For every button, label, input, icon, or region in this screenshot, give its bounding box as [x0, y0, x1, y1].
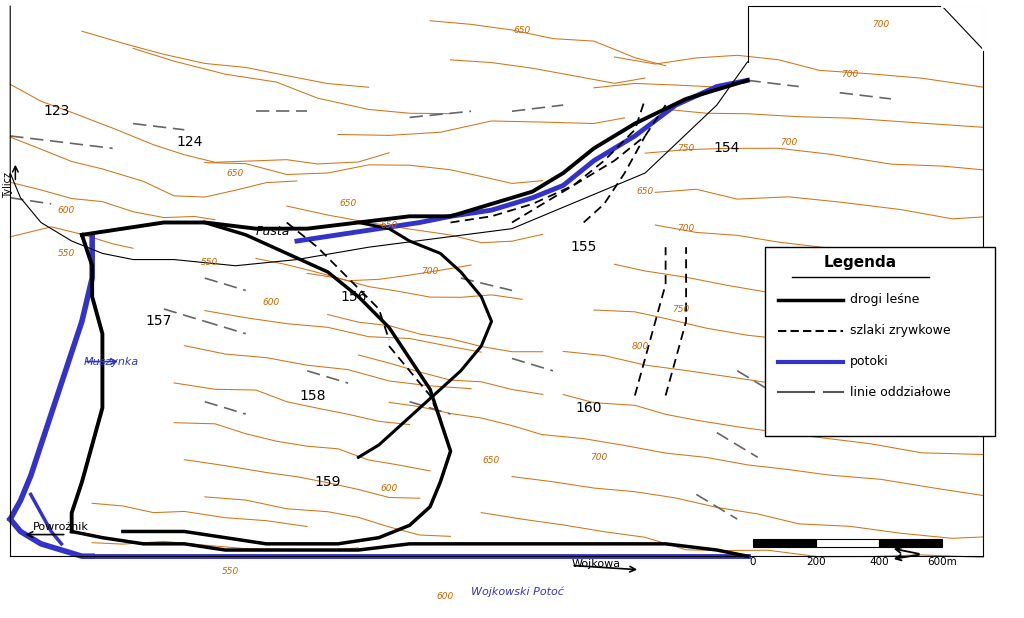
Text: 700: 700: [591, 453, 607, 462]
Text: 650: 650: [227, 169, 244, 177]
Text: 650: 650: [483, 456, 500, 465]
Text: 550: 550: [222, 567, 239, 576]
Bar: [816, 539, 879, 547]
Text: 700: 700: [422, 268, 438, 276]
Text: 400: 400: [869, 557, 889, 567]
Text: 200: 200: [806, 557, 825, 567]
Text: 0: 0: [750, 557, 756, 567]
Text: Muszynka: Muszynka: [84, 357, 139, 366]
Text: Wojkowski Potoć: Wojkowski Potoć: [471, 587, 564, 597]
Text: 600: 600: [381, 484, 397, 493]
Text: 650: 650: [514, 27, 530, 35]
Text: drogi leśne: drogi leśne: [850, 293, 920, 307]
Text: linie oddziałowe: linie oddziałowe: [850, 386, 950, 399]
Text: 750: 750: [673, 305, 689, 313]
Text: 650: 650: [340, 200, 356, 208]
Text: 160: 160: [575, 401, 602, 415]
Text: 650: 650: [381, 221, 397, 230]
Text: 154: 154: [714, 142, 740, 155]
Text: Legenda: Legenda: [823, 255, 897, 269]
Text: 600: 600: [263, 298, 280, 307]
Text: 600: 600: [58, 206, 75, 214]
Text: 700: 700: [872, 20, 889, 29]
Text: 650: 650: [637, 187, 653, 196]
Text: 600: 600: [437, 592, 454, 601]
Text: 124: 124: [176, 135, 203, 149]
Text: 550: 550: [58, 249, 75, 258]
Text: 700: 700: [780, 138, 797, 146]
Text: 750: 750: [678, 144, 694, 153]
Text: 155: 155: [570, 240, 597, 254]
Text: 158: 158: [299, 389, 326, 402]
Text: 123: 123: [43, 104, 70, 118]
Text: Pusta: Pusta: [256, 225, 291, 239]
Text: 157: 157: [145, 315, 172, 328]
Text: 159: 159: [314, 475, 341, 489]
Bar: [753, 539, 816, 547]
Text: szlaki zrywkowe: szlaki zrywkowe: [850, 324, 950, 337]
Text: Powrożnik: Powrożnik: [33, 522, 89, 531]
Bar: [879, 539, 942, 547]
Text: 600m: 600m: [927, 557, 957, 567]
Text: Wojkowa: Wojkowa: [571, 559, 621, 569]
Text: potoki: potoki: [850, 355, 889, 368]
Text: 156: 156: [340, 290, 367, 303]
Text: Tylicz: Tylicz: [3, 172, 13, 198]
Text: 700: 700: [678, 224, 694, 233]
Bar: [765, 247, 995, 436]
Text: 800: 800: [632, 342, 648, 350]
Text: 550: 550: [202, 258, 218, 267]
Text: 700: 700: [842, 70, 858, 78]
